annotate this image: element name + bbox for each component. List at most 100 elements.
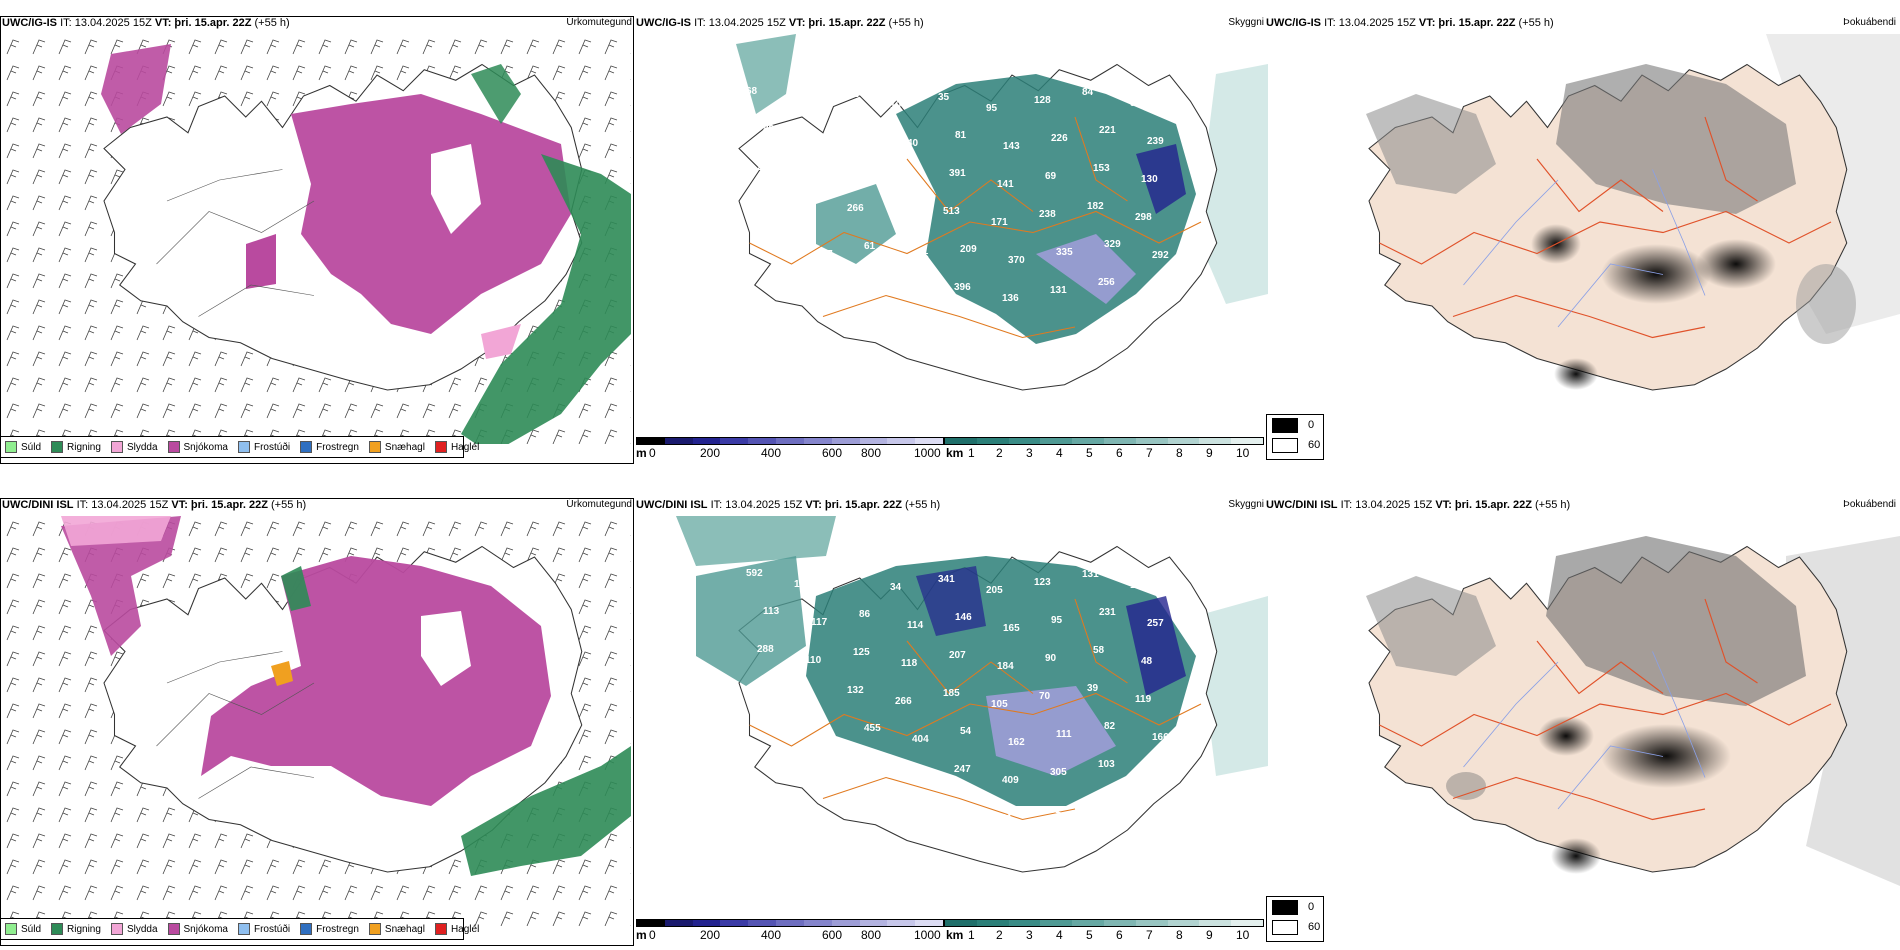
legend-item-6: Snæhagl <box>368 923 425 935</box>
rain-area <box>461 154 631 444</box>
fog-swatch-white <box>1272 437 1298 453</box>
height-scale-segment-10 <box>915 920 943 926</box>
vis-tick-4: 4 <box>1056 928 1063 942</box>
vis-tick-3: 3 <box>1026 446 1033 460</box>
snow-nw <box>101 44 171 134</box>
height-scale-segment-9 <box>887 920 916 926</box>
legend-item-2: Slydda <box>110 923 158 935</box>
vis-scale-segment-6 <box>1135 920 1168 926</box>
fog-legend-row-0: 0 <box>1267 415 1323 435</box>
vis-tick-4: 4 <box>1056 446 1063 460</box>
vis-scale-segment-8 <box>1199 438 1232 444</box>
vis-tick-5: 5 <box>1086 928 1093 942</box>
vis-tick-1: 1 <box>968 928 975 942</box>
visibility-value-label: 221 <box>1099 125 1116 136</box>
issue-time: IT: 13.04.2025 15Z <box>694 17 786 29</box>
visibility-value-label: 141 <box>997 179 1014 190</box>
height-scale-segment-1 <box>664 920 693 926</box>
visibility-value-label: 201 <box>1044 805 1061 816</box>
visibility-value-label: 81 <box>955 130 967 141</box>
snow-area <box>291 94 571 334</box>
visibility-value-label: 153 <box>1093 163 1110 174</box>
issue-time: IT: 13.04.2025 15Z <box>710 499 803 511</box>
visibility-value-label: 113 <box>763 606 780 617</box>
visibility-value-label: 35 <box>938 92 950 103</box>
visibility-value-label: 131 <box>1050 285 1067 296</box>
legend-swatch <box>110 441 123 453</box>
panel-header: UWC/DINI ISL IT: 13.04.2025 15Z VT: þri.… <box>2 494 636 516</box>
legend-label: Súld <box>21 441 42 453</box>
visibility-value-label: 209 <box>906 772 923 783</box>
panel-header: UWC/DINI ISL IT: 13.04.2025 15Z VT: þri.… <box>1266 494 1900 516</box>
visibility-value-label: 131 <box>1082 569 1099 580</box>
visibility-value-label: 68 <box>746 86 758 97</box>
visibility-value-label: 207 <box>949 650 966 661</box>
visibility-value-label: 341 <box>938 574 955 585</box>
vis-tick-1: 1 <box>968 446 975 460</box>
visibility-value-label: 145 <box>912 252 929 263</box>
panel-title: Þokuábendi <box>1843 499 1896 510</box>
fog-legend-row-60: 60 <box>1267 917 1323 937</box>
vis-scale-segment-9 <box>1231 438 1263 444</box>
height-unit: m <box>636 446 647 460</box>
lead-time: (+55 h) <box>254 17 290 29</box>
vis-scale-segment-2 <box>1008 438 1041 444</box>
visibility-value-label: 273 <box>756 796 773 807</box>
fog-legend-bottom: 0 60 <box>1266 896 1324 942</box>
valid-time: VT: þri. 15.apr. 22Z <box>1418 17 1516 29</box>
visibility-value-label: 592 <box>746 568 763 579</box>
panel-header: UWC/DINI ISL IT: 13.04.2025 15Z VT: þri.… <box>636 494 1268 516</box>
height-tick-400: 400 <box>761 928 782 942</box>
visibility-value-label: 370 <box>1008 255 1025 266</box>
visibility-value-label: 70 <box>1039 691 1051 702</box>
visibility-value-label: 117 <box>811 617 828 628</box>
vis-tick-6: 6 <box>1116 446 1123 460</box>
fog-panel-bottom: UWC/DINI ISL IT: 13.04.2025 15Z VT: þri.… <box>1266 494 1900 894</box>
vis-tick-9: 9 <box>1206 928 1213 942</box>
visibility-value-label: 409 <box>1002 775 1019 786</box>
height-tick-600: 600 <box>822 928 843 942</box>
precip-legend: Súld Rigning Slydda Snjókoma Frostúði Frostre… <box>0 436 479 458</box>
visibility-value-label: 95 <box>1051 615 1063 626</box>
legend-swatch <box>368 441 381 453</box>
visibility-value-label: 513 <box>943 206 960 217</box>
visibility-value-label: 235 <box>762 758 779 769</box>
height-scale-segment-3 <box>720 438 749 444</box>
valid-time: VT: þri. 15.apr. 22Z <box>171 499 268 511</box>
visibility-value-label: 119 <box>1135 694 1152 705</box>
visibility-value-label: 111 <box>1056 729 1072 740</box>
legend-swatch <box>5 923 17 935</box>
visibility-value-label: 257 <box>1147 618 1164 629</box>
visibility-value-label: 298 <box>1135 212 1152 223</box>
model-name: UWC/IG-IS <box>1266 17 1321 29</box>
visibility-value-label: 372 <box>948 802 965 813</box>
height-scale-segment-6 <box>803 438 832 444</box>
visibility-value-label: 107 <box>890 100 907 111</box>
vis-tick-3: 3 <box>1026 928 1033 942</box>
visibility-panel-top: UWC/IG-IS IT: 13.04.2025 15Z VT: þri. 15… <box>636 12 1268 464</box>
vis-tick-8: 8 <box>1176 928 1183 942</box>
height-tick-200: 200 <box>700 446 721 460</box>
visibility-value-label: 329 <box>1104 239 1121 250</box>
vis-tick-7: 7 <box>1146 446 1153 460</box>
lead-time: (+55 h) <box>888 17 924 29</box>
visibility-value-label: 118 <box>901 658 918 669</box>
visibility-value-label: 88 <box>842 571 854 582</box>
valid-time: VT: þri. 15.apr. 22Z <box>805 499 902 511</box>
legend-label: Snjókoma <box>183 923 228 935</box>
visibility-value-label: 238 <box>1039 209 1056 220</box>
valid-time: VT: þri. 15.apr. 22Z <box>1435 499 1532 511</box>
visibility-value-label: 455 <box>864 723 881 734</box>
issue-time: IT: 13.04.2025 15Z <box>1340 499 1433 511</box>
visibility-value-label: 78 <box>858 279 870 290</box>
visibility-value-label: 88 <box>763 124 775 135</box>
height-tick-1000: 1000 <box>914 446 941 460</box>
panel-title: Skyggni <box>1228 17 1264 28</box>
map-frame <box>0 16 634 464</box>
model-name: UWC/IG-IS <box>636 17 691 29</box>
vis-tick-8: 8 <box>1176 446 1183 460</box>
panel-title: Úrkomutegund <box>566 17 632 28</box>
visibility-value-label: 138 <box>794 579 811 590</box>
legend-swatch <box>300 923 313 935</box>
legend-label: Slydda <box>126 923 158 935</box>
